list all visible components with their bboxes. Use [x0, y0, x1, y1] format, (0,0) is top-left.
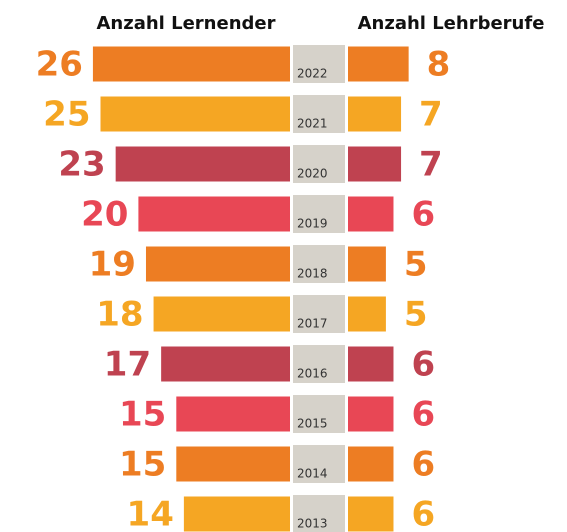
bar-right — [348, 96, 402, 132]
year-label: 2018 — [297, 267, 328, 281]
value-label-right: 5 — [404, 295, 428, 335]
bar-left — [145, 246, 290, 282]
value-label-left: 18 — [96, 295, 143, 335]
year-label: 2015 — [297, 417, 328, 431]
value-label-left: 26 — [36, 45, 83, 85]
bar-left — [100, 96, 290, 132]
year-cell — [293, 45, 345, 83]
year-label: 2020 — [297, 167, 328, 181]
year-label: 2017 — [297, 317, 328, 331]
value-label-right: 6 — [411, 345, 435, 385]
year-cell — [293, 345, 345, 383]
value-label-left: 20 — [81, 195, 128, 235]
bar-left — [176, 446, 290, 482]
year-cell — [293, 95, 345, 133]
year-cell — [293, 395, 345, 433]
year-cell — [293, 295, 345, 333]
value-label-right: 6 — [411, 195, 435, 235]
year-cell — [293, 445, 345, 483]
right-header: Anzahl Lehrberufe — [358, 13, 545, 34]
year-cell — [293, 245, 345, 283]
value-label-right: 7 — [419, 95, 443, 135]
bar-left — [92, 46, 290, 82]
value-label-right: 6 — [411, 495, 435, 532]
year-label: 2021 — [297, 117, 328, 131]
bar-right — [348, 146, 402, 182]
year-label: 2013 — [297, 517, 328, 531]
bar-right — [348, 246, 386, 282]
value-label-left: 17 — [104, 345, 151, 385]
value-label-left: 15 — [119, 395, 166, 435]
bar-right — [348, 496, 394, 532]
bar-left — [115, 146, 290, 182]
bar-left — [138, 196, 290, 232]
value-label-right: 6 — [411, 395, 435, 435]
bar-right — [348, 296, 386, 332]
bar-left — [176, 396, 290, 432]
bar-left — [161, 346, 290, 382]
year-label: 2016 — [297, 367, 328, 381]
bar-right — [348, 446, 394, 482]
bar-right — [348, 346, 394, 382]
value-label-right: 5 — [404, 245, 428, 285]
value-label-left: 19 — [89, 245, 136, 285]
value-label-right: 6 — [411, 445, 435, 485]
year-cell — [293, 495, 345, 532]
value-label-left: 14 — [127, 495, 174, 532]
value-label-right: 7 — [419, 145, 443, 185]
value-label-left: 25 — [43, 95, 90, 135]
bar-right — [348, 396, 394, 432]
year-label: 2014 — [297, 467, 328, 481]
value-label-left: 23 — [58, 145, 105, 185]
value-label-right: 8 — [427, 45, 451, 85]
year-cell — [293, 195, 345, 233]
value-label-left: 15 — [119, 445, 166, 485]
year-label: 2019 — [297, 217, 328, 231]
left-header: Anzahl Lernender — [97, 13, 276, 34]
bar-right — [348, 196, 394, 232]
bar-right — [348, 46, 409, 82]
year-cell — [293, 145, 345, 183]
year-label: 2022 — [297, 67, 328, 81]
bar-left — [183, 496, 290, 532]
bar-left — [153, 296, 290, 332]
